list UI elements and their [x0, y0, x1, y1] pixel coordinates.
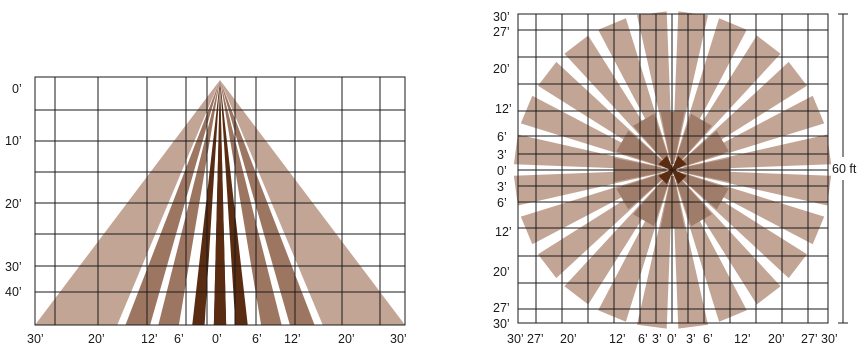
side-y-label: 30’: [5, 260, 22, 274]
short-spoke: [674, 113, 712, 166]
top-bottom-label: 30’: [507, 332, 524, 345]
side-y-label: 10’: [5, 134, 22, 148]
side-y-label: 20’: [5, 197, 22, 211]
side-x-label: 6’: [252, 332, 262, 345]
side-y-label: 40’: [5, 285, 22, 299]
side-beam: [220, 80, 364, 325]
top-view-panel: 30’ 27’ 20’ 12’ 6’ 3’ 0’ 3’ 6’ 12’ 20’ 2…: [493, 10, 857, 345]
range-bracket: 60 ft: [832, 13, 857, 324]
top-left-label: 12’: [495, 225, 512, 239]
side-view-y-labels: 0’ 10’ 20’ 30’ 40’: [5, 82, 22, 299]
short-spoke: [676, 171, 729, 210]
short-spoke: [616, 171, 669, 210]
range-label: 60 ft: [832, 162, 857, 176]
top-bottom-label: 0’: [667, 332, 677, 345]
top-bottom-label: 27’: [801, 332, 818, 345]
short-spoke: [633, 113, 671, 166]
short-spoke: [616, 130, 669, 169]
top-bottom-label: 3’: [652, 332, 662, 345]
side-view-x-labels: 30’ 20’ 12’ 6’ 0’ 6’ 12’ 20’ 30’: [27, 332, 407, 345]
side-x-label: 0’: [212, 332, 222, 345]
center-petal: [671, 169, 687, 185]
top-bottom-label: 20’: [768, 332, 785, 345]
top-left-label: 3’: [497, 180, 507, 194]
top-left-label: 6’: [497, 196, 507, 210]
top-bottom-label: 27’: [527, 332, 544, 345]
short-spoke: [676, 130, 729, 169]
side-grid-frame: [34, 76, 406, 326]
top-left-label: 27’: [493, 301, 510, 315]
center-petal: [671, 155, 687, 171]
side-x-label: 30’: [390, 332, 407, 345]
side-beam: [158, 80, 220, 325]
side-x-label: 20’: [338, 332, 355, 345]
top-left-label: 6’: [497, 130, 507, 144]
short-spoke: [674, 174, 712, 227]
side-x-label: 30’: [27, 332, 44, 345]
center-petal: [658, 169, 674, 185]
top-bottom-label: 3’: [686, 332, 696, 345]
side-x-label: 6’: [174, 332, 184, 345]
top-left-label: 30’: [493, 10, 510, 24]
center-petal: [658, 155, 674, 171]
top-left-label: 0’: [497, 164, 507, 178]
top-left-label: 12’: [495, 102, 512, 116]
side-y-label: 0’: [12, 82, 22, 96]
top-left-label: 30’: [493, 317, 510, 331]
top-view-left-labels: 30’ 27’ 20’ 12’ 6’ 3’ 0’ 3’ 6’ 12’ 20’ 2…: [493, 10, 512, 331]
side-view-panel: 0’ 10’ 20’ 30’ 40’ 30’ 20’ 12’ 6’ 0’ 6’ …: [5, 76, 407, 345]
top-view-bottom-labels: 30’ 27’ 20’ 12’ 6’ 3’ 0’ 3’ 6’ 12’ 20’ 2…: [507, 332, 838, 345]
top-bottom-label: 12’: [734, 332, 751, 345]
short-spoke: [633, 174, 671, 227]
top-view-grid: [517, 13, 829, 324]
top-left-label: 27’: [493, 25, 510, 39]
side-x-label: 12’: [284, 332, 301, 345]
top-left-label: 3’: [497, 148, 507, 162]
side-view-grid: [34, 76, 406, 326]
top-bottom-label: 30’: [821, 332, 838, 345]
top-bottom-label: 6’: [703, 332, 713, 345]
top-bottom-label: 12’: [609, 332, 626, 345]
side-x-label: 12’: [141, 332, 158, 345]
top-bottom-label: 20’: [560, 332, 577, 345]
side-x-label: 20’: [88, 332, 105, 345]
top-left-label: 20’: [493, 62, 510, 76]
top-bottom-label: 6’: [638, 332, 648, 345]
top-left-label: 20’: [493, 265, 510, 279]
top-grid-frame: [517, 13, 829, 324]
